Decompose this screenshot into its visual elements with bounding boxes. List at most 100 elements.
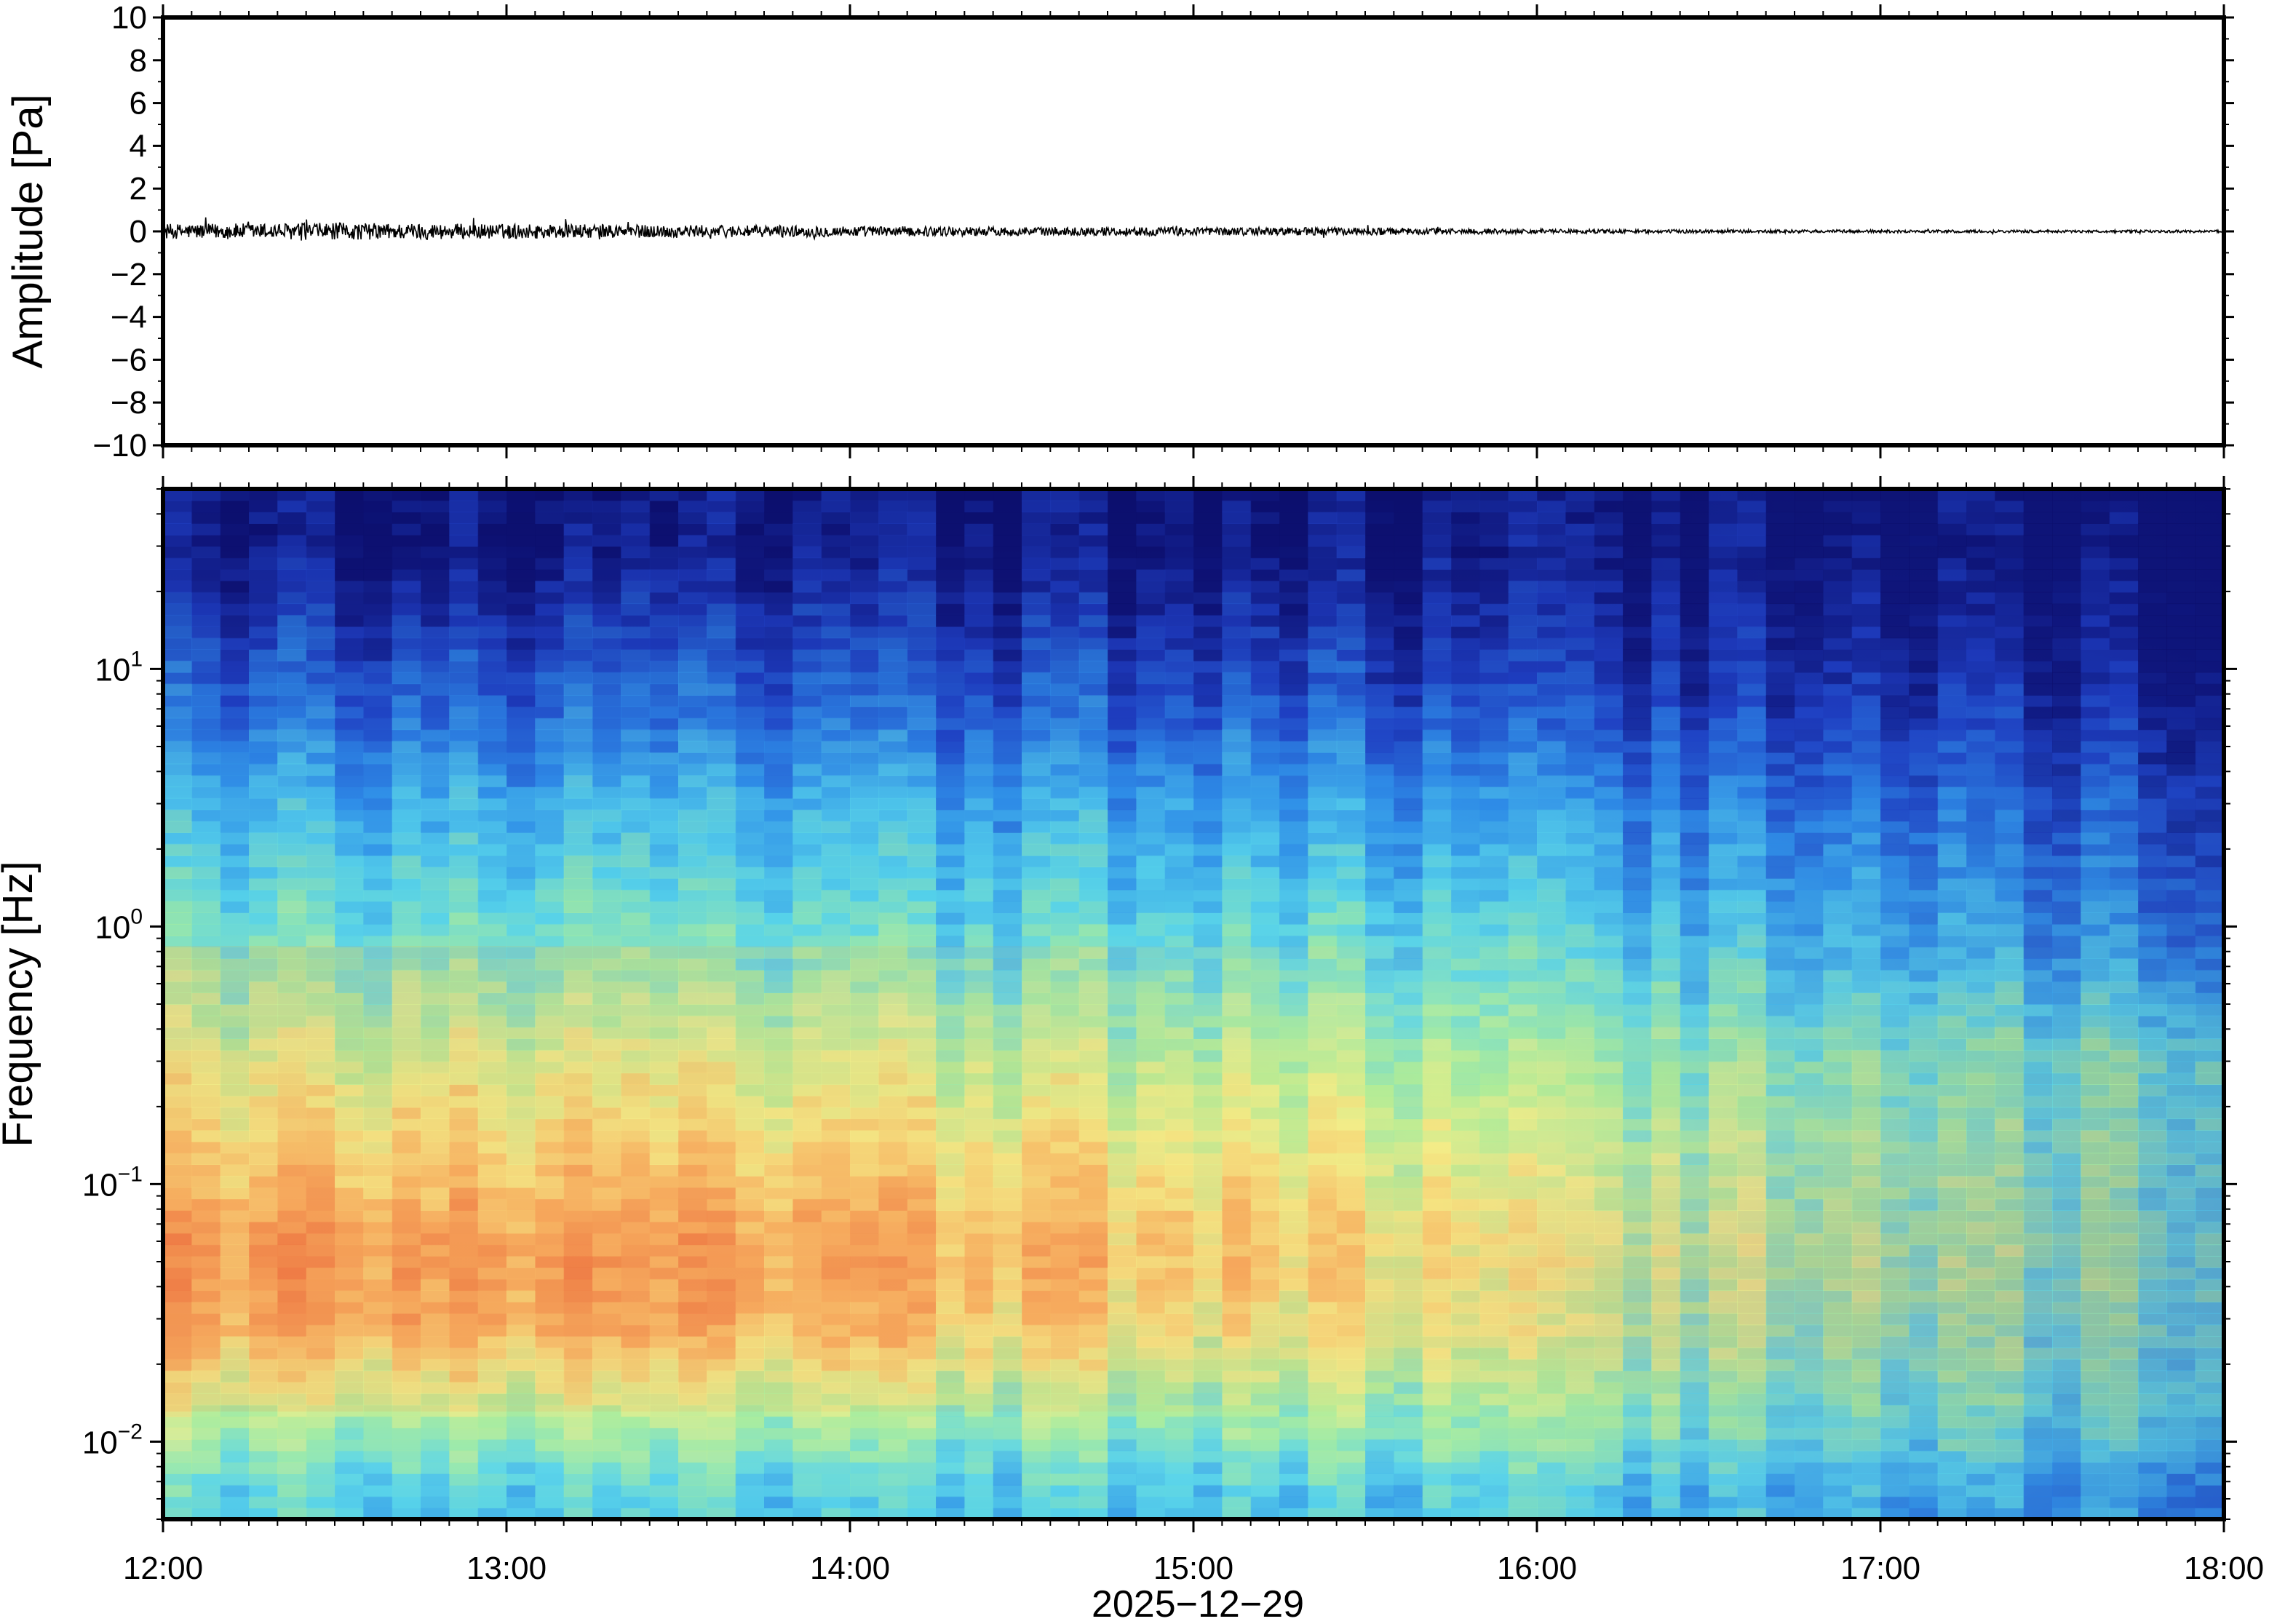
spectrogram-cell — [1565, 1313, 1595, 1326]
spectrogram-cell — [421, 1438, 450, 1452]
spectrogram-cell — [850, 1153, 880, 1165]
waveform-y-tick-label: 6 — [130, 86, 147, 122]
spectrogram-cell — [1365, 672, 1395, 685]
spectrogram-cell — [1279, 1404, 1309, 1417]
spectrogram-cell — [964, 1095, 994, 1108]
spectrogram-cell — [1136, 1267, 1166, 1280]
spectrogram-cell — [821, 787, 851, 799]
spectrogram-cell — [1193, 1244, 1223, 1257]
spectrogram-cell — [449, 1107, 479, 1120]
spectrogram-cell — [1308, 912, 1338, 925]
spectrogram-cell — [1394, 626, 1423, 639]
spectrogram-cell — [1537, 1404, 1567, 1417]
spectrogram-cell — [421, 958, 450, 971]
spectrogram-cell — [878, 763, 908, 776]
spectrogram-cell — [1136, 1072, 1166, 1085]
spectrogram-cell — [878, 580, 908, 593]
spectrogram-cell — [1164, 1438, 1194, 1452]
spectrogram-cell — [1508, 1061, 1538, 1074]
spectrogram-cell — [678, 1348, 708, 1360]
spectrogram-cell — [1164, 1004, 1194, 1016]
spectrogram-cell — [1451, 626, 1481, 639]
spectrogram-cell — [735, 763, 765, 776]
spectrogram-cell — [277, 1393, 307, 1406]
spectrogram-cell — [1422, 787, 1452, 799]
spectrogram-cell — [1565, 1049, 1595, 1062]
spectrogram-cell — [907, 1221, 937, 1234]
spectrogram-cell — [964, 1015, 994, 1028]
spectrogram-cell — [1537, 512, 1567, 524]
spectrogram-cell — [792, 603, 822, 616]
spectrogram-cell — [993, 1324, 1022, 1337]
spectrogram-cell — [1451, 1382, 1481, 1394]
spectrogram-cell — [1050, 752, 1080, 765]
spectrogram-cell — [1078, 592, 1108, 605]
spectrogram-cell — [477, 1382, 507, 1394]
spectrogram-cell — [964, 752, 994, 765]
spectrogram-cell — [649, 1358, 679, 1372]
spectrogram-cell — [1108, 1061, 1137, 1074]
spectrogram-cell — [878, 661, 908, 673]
spectrogram-cell — [1508, 569, 1538, 581]
spectrogram-cell — [163, 763, 193, 776]
spectrogram-cell — [1136, 1358, 1166, 1372]
spectrogram-cell — [563, 1072, 593, 1085]
spectrogram-cell — [1394, 1118, 1423, 1131]
spectrogram-cell — [1136, 661, 1166, 673]
spectrogram-cell — [563, 729, 593, 741]
spectrogram-cell — [1537, 1049, 1567, 1062]
spectrogram-cell — [249, 637, 279, 650]
spectrogram-cell — [1308, 512, 1338, 524]
spectrogram-cell — [1078, 912, 1108, 925]
spectrogram-cell — [363, 1382, 393, 1394]
spectrogram-cell — [621, 672, 651, 685]
spectrogram-cell — [649, 809, 679, 821]
spectrogram-cell — [1422, 1473, 1452, 1486]
spectrogram-cell — [678, 1004, 708, 1016]
spectrogram-cell — [335, 752, 365, 765]
spectrogram-cell — [707, 1462, 736, 1474]
spectrogram-cell — [1164, 832, 1194, 845]
spectrogram-cell — [621, 947, 651, 959]
spectrogram-cell — [220, 592, 250, 605]
spectrogram-cell — [707, 489, 736, 501]
spectrogram-cell — [449, 557, 479, 570]
spectrogram-cell — [335, 592, 365, 605]
spectrogram-cell — [163, 661, 193, 673]
spectrogram-cell — [1022, 1004, 1052, 1016]
spectrogram-cell — [277, 637, 307, 650]
spectrogram-cell — [306, 1278, 335, 1291]
spectrogram-cell — [735, 1267, 765, 1280]
spectrogram-cell — [1422, 797, 1452, 811]
spectrogram-cell — [191, 1210, 221, 1222]
spectrogram-cell — [449, 717, 479, 731]
spectrogram-cell — [363, 1038, 393, 1051]
spectrogram-cell — [277, 706, 307, 719]
spectrogram-cell — [335, 981, 365, 993]
spectrogram-cell — [850, 1324, 880, 1337]
spectrogram-cell — [878, 775, 908, 787]
spectrogram-cell — [964, 1416, 994, 1428]
spectrogram-cell — [1193, 1027, 1223, 1039]
spectrogram-cell — [821, 992, 851, 1005]
spectrogram-cell — [363, 489, 393, 501]
spectrogram-cell — [1508, 1221, 1538, 1234]
spectrogram-cell — [1394, 534, 1423, 547]
spectrogram-cell — [163, 912, 193, 925]
spectrogram-cell — [1537, 1473, 1567, 1486]
spectrogram-cell — [1308, 1313, 1338, 1326]
spectrogram-cell — [277, 1061, 307, 1074]
spectrogram-cell — [1279, 615, 1309, 627]
spectrogram-cell — [735, 1416, 765, 1428]
spectrogram-cell — [392, 1450, 421, 1463]
spectrogram-cell — [1279, 1462, 1309, 1474]
spectrogram-cell — [1308, 1484, 1338, 1497]
spectrogram-cell — [1508, 523, 1538, 536]
spectrogram-cell — [1394, 500, 1423, 513]
spectrogram-cell — [850, 855, 880, 867]
spectrogram-cell — [1680, 1428, 1709, 1440]
spectrogram-cell — [1594, 1164, 1624, 1177]
spectrogram-cell — [993, 969, 1022, 982]
spectrogram-cell — [306, 1508, 335, 1519]
spectrogram-cell — [563, 534, 593, 547]
